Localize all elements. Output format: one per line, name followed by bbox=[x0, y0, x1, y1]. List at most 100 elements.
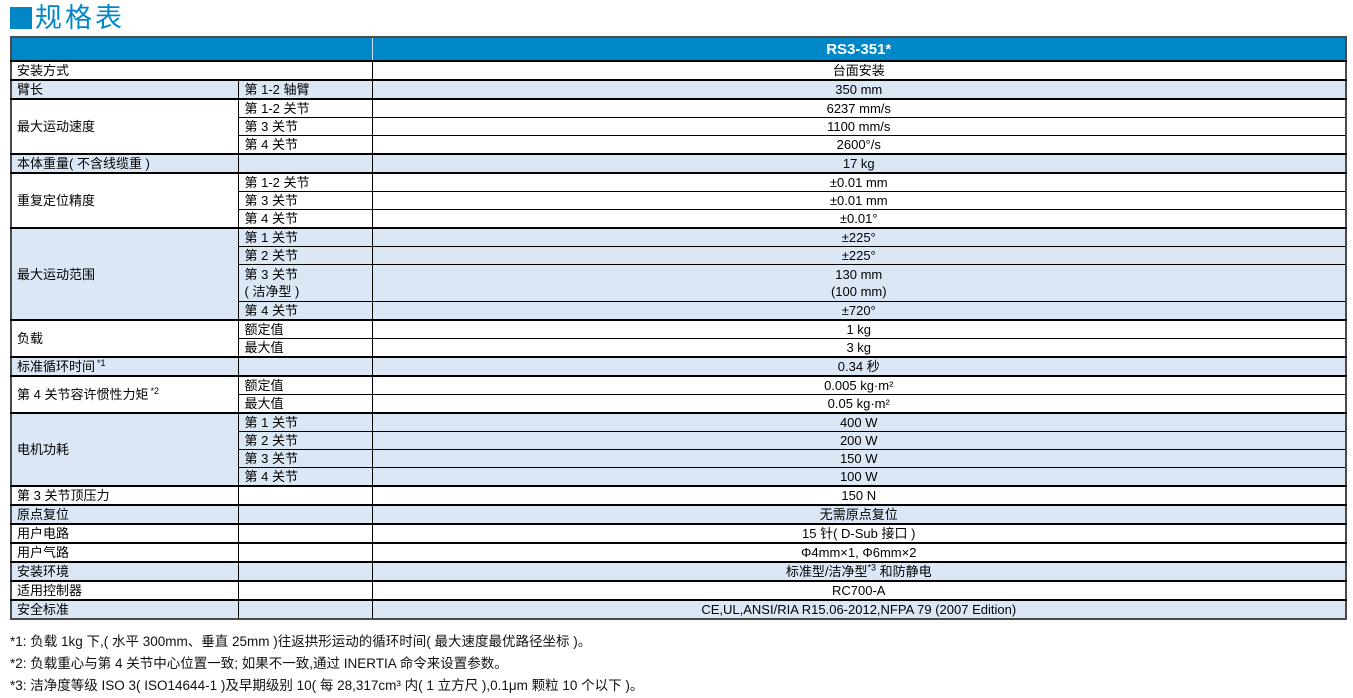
spec-value: ±0.01 mm bbox=[371, 191, 1347, 210]
spec-sublabel bbox=[237, 542, 373, 563]
spec-label: 电机功耗 bbox=[10, 412, 239, 487]
footnote-1: *1: 负载 1kg 下,( 水平 300mm、垂直 25mm )往返拱形运动的… bbox=[10, 634, 592, 649]
spec-value-line2: (100 mm) bbox=[830, 284, 887, 299]
table-row: 第 3 关节顶压力 150 N bbox=[10, 485, 1347, 506]
spec-value: Φ4mm×1, Φ6mm×2 bbox=[371, 542, 1347, 563]
model-header: RS3-351* bbox=[372, 37, 1346, 62]
spec-label: 重复定位精度 bbox=[10, 172, 239, 229]
spec-sublabel: 第 4 关节 bbox=[237, 135, 373, 155]
spec-value: 200 W bbox=[371, 431, 1347, 450]
spec-sublabel: 第 1 关节 bbox=[237, 412, 373, 432]
spec-sublabel: 第 3 关节 bbox=[237, 191, 373, 210]
spec-value-text: 和防静电 bbox=[876, 564, 932, 579]
spec-value: RC700-A bbox=[371, 580, 1347, 601]
spec-sublabel: 第 3 关节 bbox=[237, 449, 373, 468]
spec-value: 1100 mm/s bbox=[371, 117, 1347, 136]
table-row: 标准循环时间 *1 0.34 秒 bbox=[10, 356, 1347, 377]
footnotes: *1: 负载 1kg 下,( 水平 300mm、垂直 25mm )往返拱形运动的… bbox=[10, 631, 1353, 697]
spec-value: 17 kg bbox=[371, 153, 1347, 174]
spec-label: 适用控制器 bbox=[10, 580, 239, 601]
spec-label: 安全标准 bbox=[10, 599, 239, 620]
spec-sublabel-line2: ( 洁净型 ) bbox=[244, 284, 300, 299]
table-row: 重复定位精度 第 1-2 关节 ±0.01 mm bbox=[10, 172, 1347, 229]
spec-label: 标准循环时间 *1 bbox=[10, 356, 239, 377]
table-row: 第 3 关节 ±0.01 mm bbox=[11, 191, 1347, 210]
spec-sublabel: 第 1-2 关节 bbox=[237, 172, 373, 192]
section-marker-icon bbox=[10, 7, 32, 29]
table-row: 第 4 关节 100 W bbox=[11, 467, 1347, 487]
spec-sublabel: 第 3 关节 bbox=[237, 117, 373, 136]
spec-sublabel: 第 3 关节 ( 洁净型 ) bbox=[237, 264, 373, 302]
spec-value: 标准型/洁净型*3 和防静电 bbox=[371, 561, 1347, 582]
spec-value: 1 kg bbox=[371, 319, 1347, 339]
section-title-row: 规格表 bbox=[0, 0, 1353, 36]
spec-label: 安装环境 bbox=[10, 561, 239, 582]
header-empty-cell bbox=[11, 37, 373, 62]
spec-sublabel: 第 4 关节 bbox=[237, 467, 373, 487]
spec-value: 3 kg bbox=[371, 338, 1347, 358]
table-row: 安装环境 标准型/洁净型*3 和防静电 bbox=[10, 561, 1347, 582]
table-row: 用户电路 15 针( D-Sub 接口 ) bbox=[10, 523, 1347, 544]
footnote-marker: *2 bbox=[150, 385, 159, 396]
spec-sublabel: 第 4 关节 bbox=[237, 301, 373, 321]
table-row: 电机功耗 第 1 关节 400 W bbox=[10, 412, 1347, 487]
spec-label: 用户气路 bbox=[10, 542, 239, 563]
footnote-2: *2: 负载重心与第 4 关节中心位置一致; 如果不一致,通过 INERTIA … bbox=[10, 656, 508, 671]
spec-sublabel: 第 2 关节 bbox=[237, 246, 373, 265]
spec-label: 负载 bbox=[10, 319, 239, 358]
spec-value: 150 N bbox=[371, 485, 1347, 506]
spec-sublabel: 第 1-2 关节 bbox=[237, 98, 373, 118]
spec-sublabel: 第 1-2 轴臂 bbox=[237, 79, 373, 100]
spec-value: ±225° bbox=[371, 227, 1347, 247]
spec-value: 100 W bbox=[371, 467, 1347, 487]
spec-table: RS3-351* 安装方式 台面安装 臂长 第 1-2 轴臂 350 mm 最大… bbox=[10, 36, 1347, 620]
spec-value-line1: 130 mm bbox=[835, 267, 883, 282]
spec-value: ±0.01° bbox=[371, 209, 1347, 229]
table-row: 本体重量( 不含线缆重 ) 17 kg bbox=[10, 153, 1347, 174]
table-row: 第 3 关节 1100 mm/s bbox=[11, 117, 1347, 136]
spec-sublabel bbox=[237, 561, 373, 582]
spec-sublabel: 第 1 关节 bbox=[237, 227, 373, 247]
spec-value: 无需原点复位 bbox=[371, 504, 1347, 525]
spec-sublabel: 额定值 bbox=[237, 319, 373, 339]
footnote-marker: *1 bbox=[97, 357, 106, 368]
table-row: 用户气路 Φ4mm×1, Φ6mm×2 bbox=[10, 542, 1347, 563]
spec-sublabel bbox=[237, 599, 373, 620]
spec-label: 第 4 关节容许惯性力矩 *2 bbox=[10, 375, 239, 414]
table-row: 臂长 第 1-2 轴臂 350 mm bbox=[10, 79, 1347, 100]
table-row: 安装方式 台面安装 bbox=[10, 60, 1347, 81]
table-row: 安全标准 CE,UL,ANSI/RIA R15.06-2012,NFPA 79 … bbox=[10, 599, 1347, 620]
table-row: 第 3 关节 ( 洁净型 ) 130 mm (100 mm) bbox=[11, 264, 1347, 302]
spec-label: 本体重量( 不含线缆重 ) bbox=[10, 153, 239, 174]
spec-value: 15 针( D-Sub 接口 ) bbox=[371, 523, 1347, 544]
table-row: 原点复位 无需原点复位 bbox=[10, 504, 1347, 525]
table-row: 最大运动速度 第 1-2 关节 6237 mm/s bbox=[10, 98, 1347, 155]
table-row: 负载 额定值 1 kg bbox=[10, 319, 1347, 358]
spec-label-text: 第 4 关节容许惯性力矩 bbox=[17, 387, 149, 402]
spec-label: 臂长 bbox=[10, 79, 239, 100]
spec-sublabel: 第 4 关节 bbox=[237, 209, 373, 229]
spec-sublabel bbox=[237, 485, 373, 506]
table-row: 最大值 3 kg bbox=[11, 338, 1347, 358]
spec-label: 最大运动速度 bbox=[10, 98, 239, 155]
spec-label: 原点复位 bbox=[10, 504, 239, 525]
spec-value: 0.05 kg·m² bbox=[371, 394, 1347, 414]
spec-label-text: 标准循环时间 bbox=[17, 359, 96, 374]
spec-value: ±225° bbox=[371, 246, 1347, 265]
spec-value: 150 W bbox=[371, 449, 1347, 468]
spec-value: 0.005 kg·m² bbox=[371, 375, 1347, 395]
page-title: 规格表 bbox=[35, 2, 125, 33]
spec-label: 最大运动范围 bbox=[10, 227, 239, 321]
footnote-marker: *3 bbox=[867, 562, 876, 573]
spec-label: 安装方式 bbox=[10, 60, 373, 81]
spec-value: 400 W bbox=[371, 412, 1347, 432]
spec-value: 130 mm (100 mm) bbox=[371, 264, 1347, 302]
spec-sublabel: 第 2 关节 bbox=[237, 431, 373, 450]
table-row: 第 3 关节 150 W bbox=[11, 449, 1347, 468]
table-row: 最大运动范围 第 1 关节 ±225° bbox=[10, 227, 1347, 321]
spec-sublabel: 额定值 bbox=[237, 375, 373, 395]
spec-value: ±0.01 mm bbox=[371, 172, 1347, 192]
spec-sublabel bbox=[237, 504, 373, 525]
spec-sublabel-line1: 第 3 关节 bbox=[244, 267, 298, 282]
spec-value: 6237 mm/s bbox=[371, 98, 1347, 118]
